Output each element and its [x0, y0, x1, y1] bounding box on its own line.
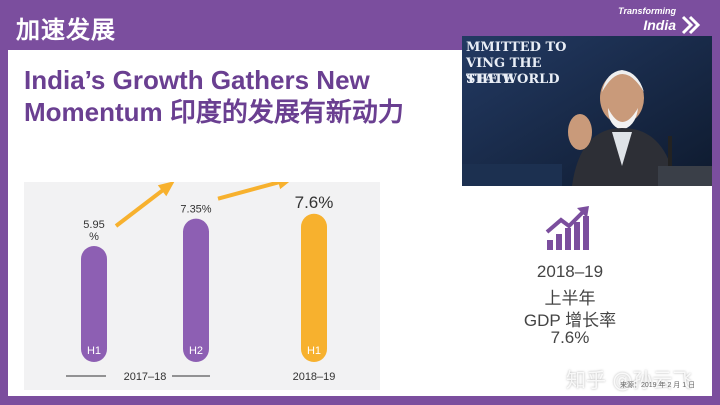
value-label-1: 7.35% — [180, 204, 211, 216]
right-border — [712, 50, 720, 405]
growth-bar-chart: H1 5.95% H2 7.35% H1 7.6% 2017–18 2018–19 — [66, 175, 336, 383]
bar-growth-icon — [545, 206, 589, 250]
bar-1 — [183, 218, 209, 362]
logo-chevron-icon — [681, 15, 701, 35]
bar-category-label-0: H1 — [87, 345, 101, 357]
chart-panel: H1 5.95% H2 7.35% H1 7.6% 2017–18 2018–19 — [24, 175, 380, 390]
photo-caption-1: MMITTED TO — [466, 40, 567, 55]
bottom-border — [0, 396, 720, 405]
logo-main-text: India — [643, 17, 676, 33]
photo-caption-3: THE WORLD — [466, 72, 560, 87]
headline-line-1: India’s Growth Gathers New — [24, 65, 370, 95]
watermark: 知乎 @孙云飞 — [566, 368, 693, 392]
group-label-1: 2018–19 — [293, 371, 336, 383]
photo-scene — [462, 36, 712, 186]
bar-category-label-2: H1 — [307, 345, 321, 357]
growth-arrow-line-1 — [217, 177, 289, 201]
gdp-period: 2018–19 — [536, 262, 604, 281]
value-label-0-1: % — [89, 231, 99, 243]
value-label-2: 7.6% — [295, 193, 334, 212]
value-label-0-0: 5.95 — [83, 219, 104, 231]
gdp-half-year: 上半年 — [544, 289, 596, 308]
source-note: 来源：2019 年 2 月 1 日 — [620, 382, 696, 389]
growth-arrow-head-0 — [157, 181, 175, 197]
left-border — [0, 50, 8, 405]
gdp-growth-value: 7.6% — [550, 328, 590, 347]
bar-0 — [81, 245, 107, 362]
section-title: 加速发展 — [16, 17, 116, 44]
transforming-india-logo: Transforming India — [610, 6, 702, 42]
speaker-photo: MMITTED TO VING THE STATE THE WORLD — [462, 36, 712, 186]
photo-caption-2: VING THE STATE — [466, 56, 542, 87]
headline: India’s Growth Gathers New Momentum 印度的发… — [24, 64, 444, 128]
growth-arrow-head-1 — [276, 175, 294, 190]
logo-top-text: Transforming — [618, 6, 676, 16]
headline-line-2: Momentum 印度的发展有新动力 — [24, 97, 404, 127]
gdp-growth-label: GDP 增长率 — [523, 311, 617, 330]
bar-2 — [301, 213, 327, 362]
group-label-0: 2017–18 — [124, 371, 167, 383]
growth-arrow-line-0 — [114, 183, 172, 228]
top-banner: 加速发展 Transforming India — [0, 0, 720, 50]
bar-category-label-1: H2 — [189, 345, 203, 357]
